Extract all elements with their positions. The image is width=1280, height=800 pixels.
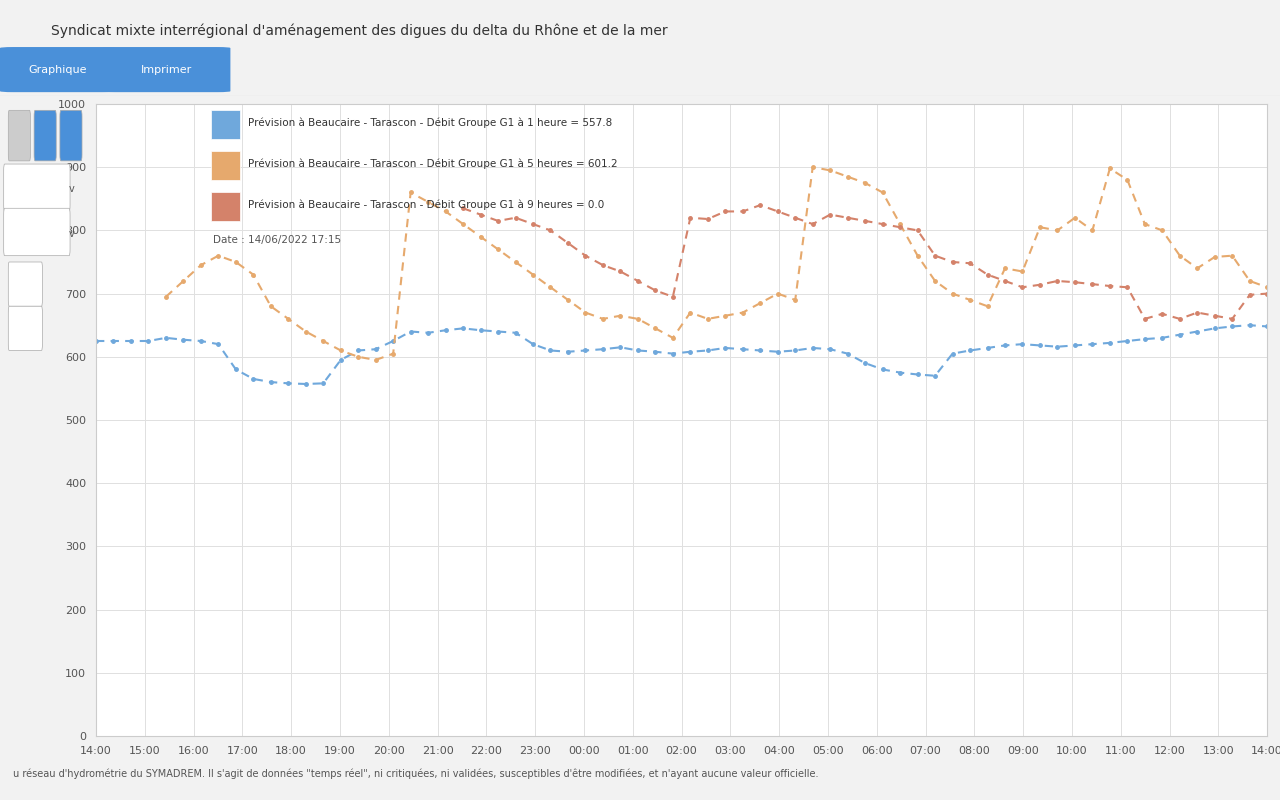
FancyBboxPatch shape	[4, 164, 70, 211]
FancyBboxPatch shape	[0, 47, 115, 92]
Text: v: v	[69, 184, 74, 194]
FancyBboxPatch shape	[4, 208, 70, 256]
Text: Prévision à Beaucaire - Tarascon - Débit Groupe G1 à 5 heures = 601.2: Prévision à Beaucaire - Tarascon - Débit…	[248, 158, 618, 170]
Text: v: v	[69, 229, 74, 238]
FancyBboxPatch shape	[35, 110, 56, 161]
Text: Prévision à Beaucaire - Tarascon - Débit Groupe G1 à 9 heures = 0.0: Prévision à Beaucaire - Tarascon - Débit…	[248, 200, 604, 210]
FancyBboxPatch shape	[8, 110, 31, 161]
FancyBboxPatch shape	[211, 110, 241, 138]
FancyBboxPatch shape	[60, 110, 82, 161]
Text: Syndicat mixte interrégional d'aménagement des digues du delta du Rhône et de la: Syndicat mixte interrégional d'aménageme…	[51, 24, 668, 38]
FancyBboxPatch shape	[211, 151, 241, 180]
Text: Imprimer: Imprimer	[141, 65, 192, 74]
Text: Graphique: Graphique	[28, 65, 87, 74]
Text: Date : 14/06/2022 17:15: Date : 14/06/2022 17:15	[212, 235, 342, 245]
FancyBboxPatch shape	[8, 262, 42, 306]
Text: u réseau d'hydrométrie du SYMADREM. Il s'agit de données "temps réel", ni critiq: u réseau d'hydrométrie du SYMADREM. Il s…	[13, 769, 818, 779]
FancyBboxPatch shape	[8, 306, 42, 350]
FancyBboxPatch shape	[102, 47, 230, 92]
Text: Prévision à Beaucaire - Tarascon - Débit Groupe G1 à 1 heure = 557.8: Prévision à Beaucaire - Tarascon - Débit…	[248, 118, 613, 128]
FancyBboxPatch shape	[211, 193, 241, 221]
